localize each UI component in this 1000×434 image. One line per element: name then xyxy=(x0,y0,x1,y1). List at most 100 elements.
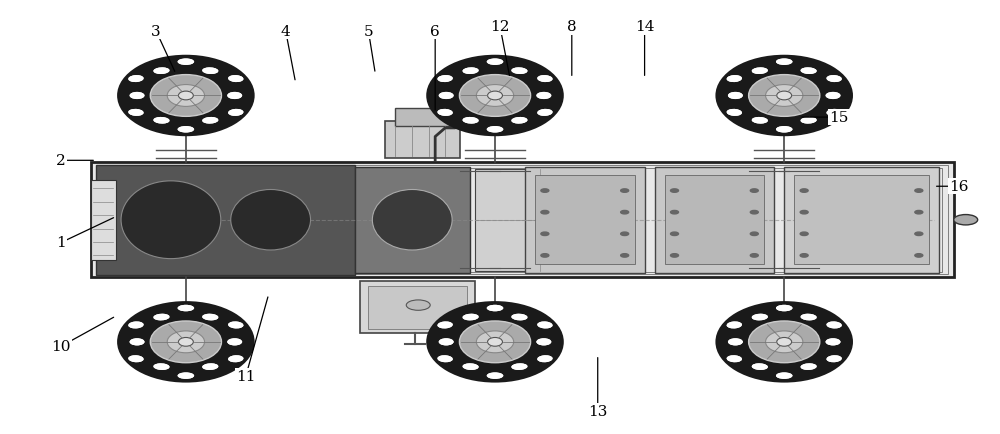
Ellipse shape xyxy=(766,85,803,107)
Ellipse shape xyxy=(801,118,817,124)
Ellipse shape xyxy=(167,85,205,107)
Ellipse shape xyxy=(167,331,205,353)
Ellipse shape xyxy=(801,364,817,370)
Ellipse shape xyxy=(727,355,742,362)
Ellipse shape xyxy=(202,118,218,124)
Circle shape xyxy=(750,233,758,236)
Ellipse shape xyxy=(439,93,454,100)
Ellipse shape xyxy=(439,339,454,345)
Ellipse shape xyxy=(776,127,792,133)
Ellipse shape xyxy=(716,302,852,382)
Ellipse shape xyxy=(130,93,145,100)
Text: 12: 12 xyxy=(490,20,510,34)
Ellipse shape xyxy=(728,339,743,345)
Ellipse shape xyxy=(150,321,221,363)
Ellipse shape xyxy=(459,321,531,363)
Bar xyxy=(91,181,116,260)
Ellipse shape xyxy=(437,76,453,83)
Ellipse shape xyxy=(228,322,243,329)
Ellipse shape xyxy=(227,93,242,100)
Circle shape xyxy=(541,233,549,236)
Ellipse shape xyxy=(463,118,479,124)
Circle shape xyxy=(750,211,758,214)
Ellipse shape xyxy=(227,339,242,345)
Circle shape xyxy=(800,189,808,193)
Ellipse shape xyxy=(437,355,453,362)
Ellipse shape xyxy=(727,322,742,329)
Ellipse shape xyxy=(487,372,503,379)
Ellipse shape xyxy=(511,314,527,321)
Circle shape xyxy=(541,189,549,193)
Ellipse shape xyxy=(826,339,840,345)
Bar xyxy=(355,168,470,273)
Ellipse shape xyxy=(826,339,840,345)
Bar xyxy=(368,286,467,329)
Ellipse shape xyxy=(826,322,842,329)
Ellipse shape xyxy=(728,339,743,345)
Circle shape xyxy=(406,300,430,311)
Ellipse shape xyxy=(776,305,792,312)
Ellipse shape xyxy=(202,314,218,321)
Circle shape xyxy=(800,233,808,236)
Ellipse shape xyxy=(437,355,453,362)
Ellipse shape xyxy=(463,68,479,75)
Ellipse shape xyxy=(202,364,218,370)
Ellipse shape xyxy=(488,338,502,346)
Bar xyxy=(360,282,475,333)
Ellipse shape xyxy=(776,59,792,66)
Ellipse shape xyxy=(727,76,742,83)
Ellipse shape xyxy=(826,110,842,117)
Bar xyxy=(91,163,954,277)
Ellipse shape xyxy=(227,339,242,345)
Ellipse shape xyxy=(427,56,563,136)
Ellipse shape xyxy=(826,110,842,117)
Text: 6: 6 xyxy=(430,25,440,39)
Ellipse shape xyxy=(826,76,842,83)
Text: 10: 10 xyxy=(51,339,71,353)
Ellipse shape xyxy=(511,68,527,75)
Ellipse shape xyxy=(463,314,479,321)
Ellipse shape xyxy=(153,68,170,75)
Ellipse shape xyxy=(153,364,170,370)
Ellipse shape xyxy=(202,314,218,321)
Ellipse shape xyxy=(130,93,145,100)
Ellipse shape xyxy=(487,305,503,312)
Ellipse shape xyxy=(776,127,792,133)
Ellipse shape xyxy=(228,110,243,117)
Ellipse shape xyxy=(776,372,792,379)
Ellipse shape xyxy=(128,76,144,83)
Circle shape xyxy=(671,211,679,214)
Ellipse shape xyxy=(437,322,453,329)
Text: 1: 1 xyxy=(56,236,66,250)
Ellipse shape xyxy=(459,76,531,117)
Ellipse shape xyxy=(801,118,817,124)
Ellipse shape xyxy=(202,68,218,75)
Text: 16: 16 xyxy=(949,180,968,194)
Ellipse shape xyxy=(801,68,817,75)
Bar xyxy=(96,165,355,275)
Ellipse shape xyxy=(463,364,479,370)
Ellipse shape xyxy=(511,364,527,370)
Ellipse shape xyxy=(488,92,502,101)
Ellipse shape xyxy=(749,76,820,117)
Ellipse shape xyxy=(826,322,842,329)
Bar xyxy=(97,166,948,275)
Ellipse shape xyxy=(202,118,218,124)
Ellipse shape xyxy=(752,314,768,321)
Ellipse shape xyxy=(752,68,768,75)
Bar xyxy=(525,168,645,273)
Text: 11: 11 xyxy=(236,370,255,384)
Ellipse shape xyxy=(128,110,144,117)
Text: 3: 3 xyxy=(151,25,161,39)
Bar xyxy=(385,122,460,159)
Ellipse shape xyxy=(202,364,218,370)
Ellipse shape xyxy=(178,92,193,101)
Ellipse shape xyxy=(463,364,479,370)
Text: 4: 4 xyxy=(281,25,290,39)
Ellipse shape xyxy=(801,314,817,321)
Bar xyxy=(395,109,450,126)
Ellipse shape xyxy=(777,338,792,346)
Ellipse shape xyxy=(537,110,553,117)
Ellipse shape xyxy=(826,93,840,100)
Circle shape xyxy=(954,215,978,225)
